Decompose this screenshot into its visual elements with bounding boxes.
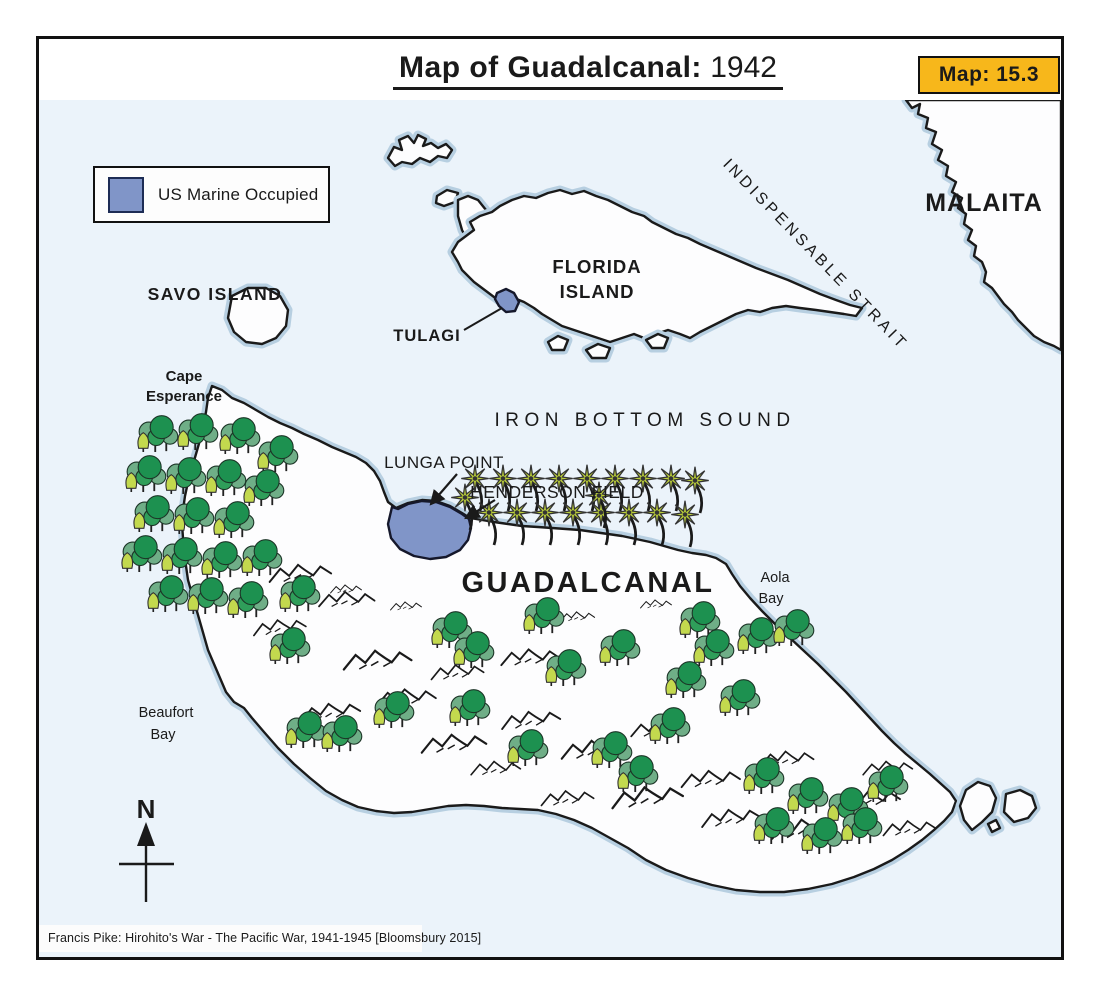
page-title: Map of Guadalcanal: 1942 xyxy=(393,51,783,90)
lunga-point-arrow xyxy=(429,473,458,506)
page-title-main: Map of Guadalcanal: xyxy=(399,51,702,84)
label-savo-island: SAVO ISLAND xyxy=(148,284,283,304)
compass-north-label: N xyxy=(137,794,156,824)
legend-box: US Marine Occupied xyxy=(93,166,330,223)
label-tulagi: TULAGI xyxy=(393,327,460,345)
label-cape-esperance-2: Esperance xyxy=(146,388,222,405)
map-frame: Map of Guadalcanal: 1942 Map: 15.3 xyxy=(36,36,1064,960)
map-canvas: N SAVO ISLAND Cape Esperance FLORIDA ISL… xyxy=(39,100,1061,957)
legend-swatch xyxy=(108,176,144,213)
label-beaufort-bay-2: Bay xyxy=(151,727,177,743)
label-iron-bottom-sound: IRON BOTTOM SOUND xyxy=(494,410,795,431)
label-beaufort-bay-1: Beaufort xyxy=(139,705,194,721)
page-title-year: 1942 xyxy=(701,51,777,84)
title-row: Map of Guadalcanal: 1942 xyxy=(77,51,1099,90)
source-citation: Francis Pike: Hirohito's War - The Pacif… xyxy=(39,925,481,952)
label-cape-esperance-1: Cape xyxy=(166,368,203,385)
north-arrow-icon xyxy=(137,822,155,846)
label-lunga-point: LUNGA POINT xyxy=(384,453,504,472)
compass-rose: N xyxy=(119,794,174,902)
label-malaita: MALAITA xyxy=(925,189,1043,217)
tulagi-leader-line xyxy=(463,307,503,331)
label-florida-1: FLORIDA xyxy=(552,256,641,277)
label-aola-bay-1: Aola xyxy=(760,570,790,586)
label-tulagi-florida-2: ISLAND xyxy=(560,281,635,302)
label-henderson-field: HENDERSON FIELD xyxy=(470,482,644,502)
henderson-field-arrow xyxy=(464,499,496,520)
legend-label: US Marine Occupied xyxy=(158,184,319,204)
label-guadalcanal: GUADALCANAL xyxy=(461,567,714,599)
map-number-badge: Map: 15.3 xyxy=(918,56,1060,94)
label-aola-bay-2: Bay xyxy=(759,591,785,607)
leader-lines xyxy=(429,307,503,520)
